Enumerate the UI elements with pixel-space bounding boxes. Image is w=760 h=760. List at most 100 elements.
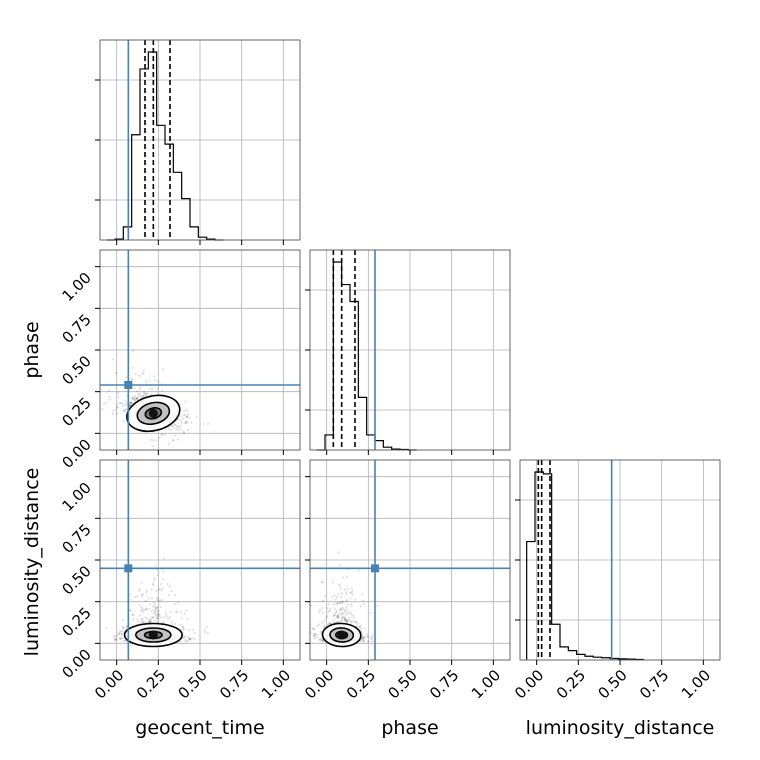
scatter-point — [141, 618, 144, 621]
scatter-point — [152, 579, 156, 582]
scatter-point — [133, 398, 137, 402]
scatter-point — [336, 614, 339, 617]
scatter-point — [159, 605, 162, 609]
scatter-point — [341, 612, 344, 615]
scatter-point — [150, 588, 153, 591]
scatter-point — [143, 393, 146, 396]
scatter-point — [183, 635, 186, 638]
scatter-point — [165, 615, 168, 618]
scatter-point — [346, 619, 349, 622]
scatter-point — [153, 608, 157, 611]
scatter-point — [343, 617, 346, 620]
scatter-point — [190, 421, 193, 424]
scatter-point — [331, 596, 334, 599]
scatter-point — [335, 621, 338, 624]
scatter-point — [193, 638, 196, 641]
scatter-point — [153, 375, 156, 378]
truth-marker-luminosity_distance_vs_geocent_time — [124, 564, 133, 573]
scatter-point — [174, 423, 177, 426]
scatter-point — [188, 416, 191, 420]
scatter-point — [339, 587, 342, 590]
scatter-point — [128, 593, 132, 596]
scatter-point — [344, 610, 348, 613]
scatter-point — [313, 637, 316, 640]
scatter-point — [321, 621, 324, 624]
scatter-point — [376, 604, 379, 607]
scatter-point — [334, 612, 337, 615]
scatter-point — [148, 379, 151, 383]
scatter-point — [323, 625, 326, 628]
scatter-point — [183, 409, 186, 413]
scatter-point — [182, 417, 185, 420]
scatter-point — [345, 619, 348, 622]
scatter-point — [138, 604, 141, 607]
scatter-point — [328, 609, 332, 612]
scatter-point — [340, 616, 343, 619]
scatter-point — [345, 598, 348, 602]
scatter-point — [131, 397, 134, 400]
scatter-point — [182, 431, 186, 434]
truth-marker-phase_vs_geocent_time — [124, 381, 133, 389]
scatter-point — [202, 422, 205, 426]
scatter-point — [149, 393, 153, 396]
scatter-point — [370, 638, 373, 641]
scatter-point — [161, 587, 164, 590]
scatter-point — [320, 638, 323, 642]
scatter-point — [151, 605, 155, 608]
scatter-point — [318, 638, 321, 641]
scatter-point — [131, 366, 135, 369]
scatter-point — [160, 598, 164, 602]
scatter-point — [186, 428, 190, 432]
scatter-point — [337, 551, 340, 554]
scatter-point — [135, 397, 139, 401]
scatter-point — [351, 614, 355, 617]
scatter-point — [370, 636, 374, 639]
scatter-point — [171, 424, 174, 427]
scatter-point — [350, 591, 353, 594]
scatter-point — [364, 627, 367, 630]
scatter-point — [142, 621, 145, 624]
scatter-point — [141, 395, 145, 398]
scatter-point — [151, 582, 155, 585]
scatter-point — [153, 612, 156, 615]
scatter-point — [345, 613, 348, 616]
scatter-point — [362, 636, 365, 639]
scatter-point — [123, 627, 126, 630]
scatter-point — [119, 402, 122, 405]
scatter-point — [367, 640, 371, 643]
scatter-point — [136, 397, 139, 400]
scatter-point — [157, 599, 160, 602]
scatter-point — [186, 415, 189, 418]
scatter-point — [336, 602, 339, 605]
scatter-point — [105, 626, 108, 629]
scatter-point — [148, 603, 152, 606]
scatter-point — [319, 637, 323, 640]
scatter-point — [370, 635, 373, 638]
scatter-point — [159, 583, 163, 586]
scatter-point — [183, 627, 186, 630]
scatter-point — [168, 442, 171, 445]
scatter-point — [115, 412, 119, 415]
marks-layer — [100, 40, 644, 661]
scatter-point — [347, 620, 350, 623]
scatter-point — [366, 636, 370, 639]
scatter-point — [174, 427, 177, 431]
scatter-point — [112, 413, 115, 416]
scatter-point — [129, 404, 132, 407]
scatter-point — [345, 621, 348, 624]
scatter-point — [111, 410, 114, 413]
scatter-point — [343, 588, 347, 591]
scatter-point — [114, 638, 117, 641]
scatter-point — [154, 619, 157, 622]
scatter-point — [170, 621, 173, 624]
scatter-point — [161, 569, 165, 572]
scatter-point — [349, 591, 352, 594]
scatter-point — [109, 398, 112, 401]
scatter-point — [334, 614, 337, 617]
scatter-point — [179, 415, 183, 418]
scatter-point — [155, 616, 158, 619]
scatter-point — [345, 591, 348, 594]
scatter-point — [131, 613, 134, 616]
scatter-point — [206, 422, 210, 425]
